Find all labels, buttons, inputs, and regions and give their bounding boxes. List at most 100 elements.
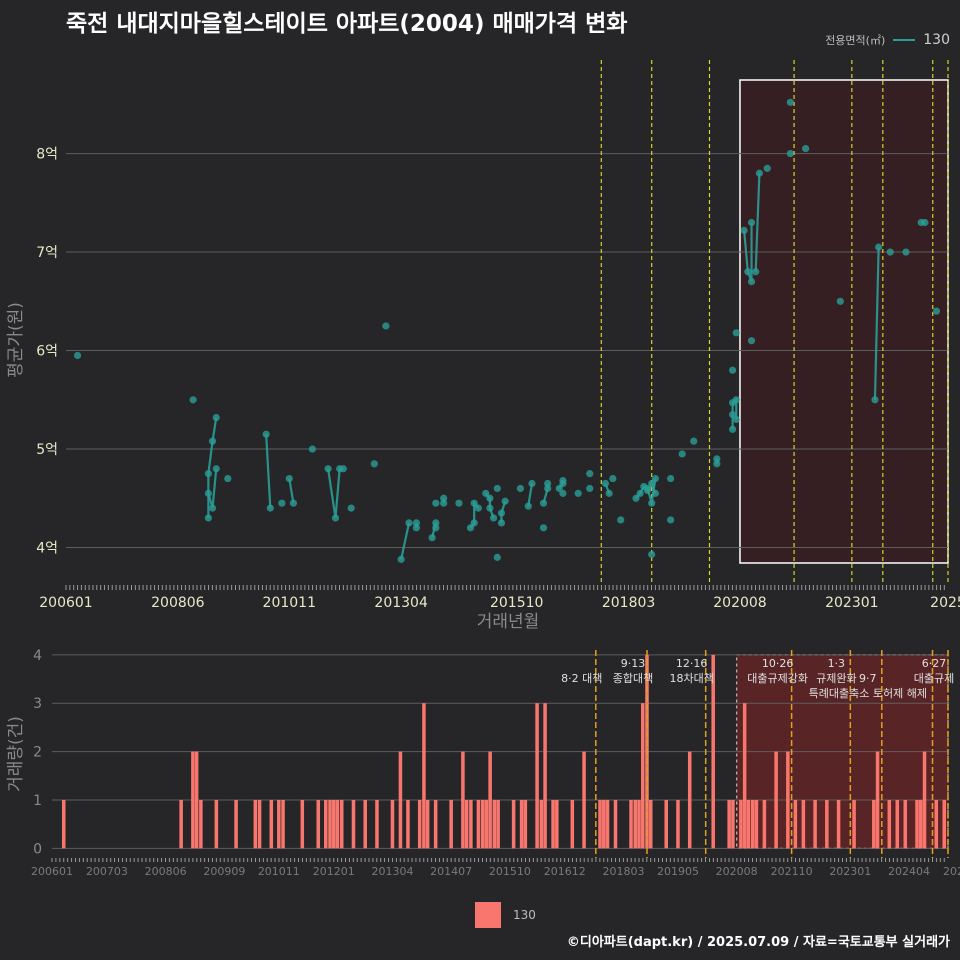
price-point: [266, 504, 274, 512]
volume-bar: [535, 703, 539, 849]
policy-annotation: 10·26: [762, 657, 794, 670]
volume-bar: [390, 799, 395, 849]
price-point: [482, 489, 490, 497]
volume-bar: [687, 751, 692, 849]
volume-bar: [915, 799, 919, 849]
y-tick-label: 3: [33, 696, 42, 712]
volume-bar: [762, 799, 767, 849]
x-tick-label: 200703: [86, 865, 128, 878]
volume-bar: [519, 799, 524, 849]
volume-bar: [825, 799, 829, 849]
volume-bar: [61, 799, 66, 849]
price-point: [651, 489, 659, 497]
price-point: [667, 516, 675, 524]
volume-bar: [754, 799, 759, 849]
volume-bar: [887, 799, 892, 849]
price-point: [331, 514, 340, 522]
price-point: [732, 329, 740, 337]
x-tick-label: 201201: [313, 865, 355, 878]
x-tick-label: 201803: [603, 865, 645, 878]
volume-bar: [324, 799, 328, 849]
x-tick-label: 202301: [825, 595, 878, 611]
price-point: [747, 278, 756, 286]
policy-annotation: 특례대출축소 토허제 해제: [809, 686, 927, 700]
price-line: [265, 434, 272, 509]
volume-bar: [813, 799, 817, 849]
legend-bar-swatch: [475, 902, 501, 928]
y-axis-title: 평균가(원): [6, 302, 26, 378]
x-axis-title: 거래년월: [477, 612, 540, 632]
volume-bar: [398, 751, 403, 849]
price-point: [544, 484, 552, 493]
x-tick-label: 201011: [258, 865, 300, 878]
price-point: [648, 550, 656, 559]
price-line: [288, 478, 295, 504]
volume-bar: [300, 799, 305, 849]
volume-bar: [555, 799, 559, 849]
price-point: [643, 486, 652, 495]
volume-bar: [234, 799, 238, 849]
policy-annotation: 종합대책: [613, 672, 653, 685]
policy-annotation: 규제완화: [816, 672, 856, 685]
volume-bar: [257, 799, 262, 849]
volume-bar: [269, 799, 274, 849]
x-tick-label: 202008: [713, 595, 766, 611]
price-line: [400, 522, 411, 560]
y-tick-label: 5억: [36, 442, 58, 458]
price-point: [555, 484, 563, 493]
price-point: [605, 489, 613, 497]
price-point: [690, 437, 698, 445]
price-point: [285, 474, 293, 483]
credit-text: ©디아파트(dapt.kr) / 2025.07.09 / 자료=국토교통부 실…: [566, 935, 950, 950]
price-point: [339, 465, 347, 473]
x-tick-label: 2025: [930, 595, 960, 611]
price-point: [713, 455, 721, 463]
volume-bar: [598, 799, 602, 849]
volume-bar: [363, 799, 367, 849]
legend-bottom-value: 130: [513, 908, 536, 922]
price-point: [921, 218, 929, 227]
volume-bar: [422, 703, 426, 849]
volume-bar: [640, 703, 645, 849]
price-line: [327, 467, 344, 519]
volume-bar: [602, 799, 606, 849]
price-point: [667, 474, 675, 483]
y-tick-label: 1: [33, 793, 42, 809]
price-point: [474, 504, 482, 512]
price-point: [397, 555, 405, 563]
price-point: [732, 415, 740, 424]
x-tick-label: 200601: [31, 865, 73, 878]
price-point: [370, 460, 378, 468]
price-point: [204, 489, 212, 497]
volume-bar: [711, 654, 715, 849]
policy-annotation: 9·7: [859, 672, 877, 685]
y-tick-label: 4: [33, 648, 42, 664]
policy-annotation: 9·13: [621, 657, 646, 670]
volume-bar: [637, 799, 641, 849]
volume-bar: [731, 799, 735, 849]
volume-bar: [895, 799, 900, 849]
volume-bar: [582, 751, 586, 849]
volume-bar: [727, 799, 731, 849]
legend-top: 전용면적(㎡) 130: [825, 32, 950, 48]
price-point: [648, 479, 656, 488]
volume-bar: [199, 799, 203, 849]
price-point: [559, 489, 567, 497]
price-point: [559, 476, 567, 485]
price-point: [747, 218, 756, 227]
price-point: [428, 534, 436, 542]
price-point: [432, 519, 440, 527]
price-point: [497, 519, 506, 527]
x-tick-label: 200909: [203, 865, 245, 878]
price-point: [405, 519, 413, 527]
price-point: [875, 243, 883, 251]
volume-bar: [523, 799, 528, 849]
volume-bar: [742, 703, 747, 849]
price-point: [786, 98, 794, 106]
price-point: [732, 396, 740, 404]
price-point: [324, 465, 332, 473]
x-tick-label: 201510: [489, 865, 531, 878]
price-line: [527, 483, 534, 507]
y-tick-label: 6억: [36, 344, 58, 360]
volume-bar: [903, 799, 908, 849]
